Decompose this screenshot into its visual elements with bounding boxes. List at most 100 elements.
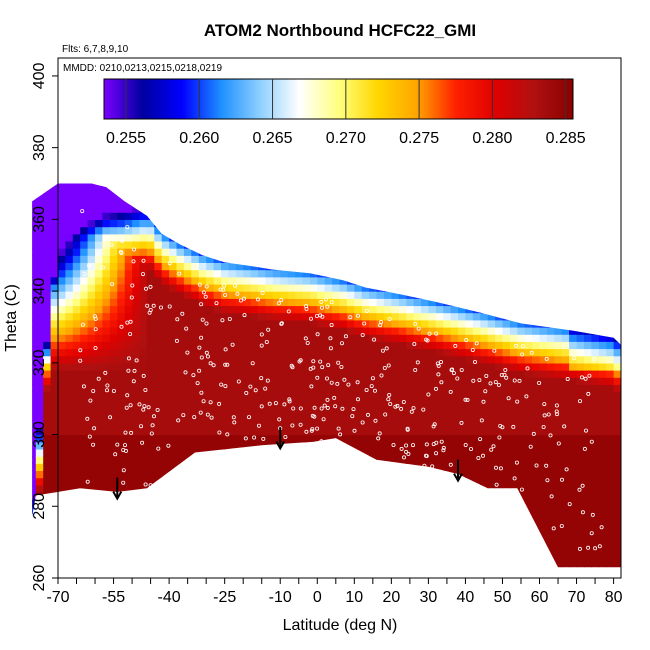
heat-cell [132,362,141,371]
heat-cell [65,205,74,213]
heat-cell [191,535,200,543]
heat-cell [272,434,281,443]
heat-cell [561,456,570,464]
observation-point [415,360,420,365]
heat-cell [406,327,415,335]
heat-cell [458,348,466,357]
heat-cell [450,549,459,558]
heat-cell [450,226,459,235]
heat-cell [235,391,244,400]
heat-cell [435,477,444,486]
heat-cell [354,255,363,263]
heat-cell [369,190,378,199]
heat-cell [421,506,429,515]
heat-cell [346,262,355,271]
heat-cell [132,312,141,321]
observation-point [199,390,204,395]
heat-cell [309,499,318,507]
heat-cell [265,571,273,579]
heat-cell [272,183,281,192]
observation-point [544,356,549,361]
heat-cell [502,276,511,285]
heat-cell [191,477,200,486]
heat-cell [443,484,452,493]
heat-cell [361,183,370,185]
heat-cell [406,298,415,307]
heat-cell [32,183,37,192]
heat-cell [354,226,363,235]
heat-cell [87,212,96,220]
heat-cell [554,305,563,314]
heat-cell [406,312,415,321]
heat-cell [102,484,111,493]
heat-cell [413,233,422,242]
heat-cell [517,513,526,522]
heat-cell [465,527,474,536]
heat-cell [72,240,81,249]
heat-cell [576,291,585,299]
heat-cell [87,491,96,500]
heat-cell [339,527,348,536]
heat-cell [443,377,452,385]
heat-cell [443,520,452,529]
heat-cell [169,262,178,271]
observation-point [387,392,392,397]
observation-point [369,384,374,389]
heat-cell [161,391,170,400]
heat-cell [109,248,118,256]
heat-cell [354,513,363,522]
heat-cell [287,197,296,206]
heat-cell [391,420,400,428]
heat-cell [35,233,44,242]
heat-cell [176,370,185,378]
heat-cell [295,491,304,500]
heat-cell [302,420,311,428]
heat-cell [554,319,563,328]
heat-cell [398,413,407,421]
heat-cell [124,420,133,428]
heat-cell [413,420,422,428]
heat-cell [576,362,585,371]
heat-cell [465,571,473,579]
heat-cell [502,391,511,400]
heat-cell [109,549,118,558]
heat-cell [295,556,304,565]
heat-cell [561,298,570,307]
x-tick-label: -70 [46,589,69,606]
heat-cell [324,212,333,220]
heat-cell [443,269,452,278]
heat-cell [339,205,348,213]
heat-cell [391,283,400,292]
heat-cell [569,276,578,285]
heat-cell [361,463,370,471]
heat-cell [258,527,266,536]
heat-cell [146,205,155,213]
heat-cell [576,563,585,568]
heat-cell [428,470,437,479]
heat-cell [406,491,415,500]
heat-cell [228,499,237,507]
heat-cell [495,240,504,249]
heat-cell [43,549,52,558]
heat-cell [413,291,422,299]
heat-cell [198,535,207,543]
observation-point [548,433,553,438]
heat-cell [35,262,44,271]
heat-cell [546,269,555,278]
heat-cell [509,348,518,357]
heat-cell [576,520,585,529]
heat-cell [72,327,81,335]
heat-cell [243,269,252,278]
heat-cell [472,384,481,393]
heat-cell [502,212,511,220]
heat-cell [302,341,311,350]
heat-cell [235,527,244,536]
heat-cell [124,341,133,350]
heat-cell [339,556,348,565]
heat-cell [354,370,363,378]
heat-cell [398,212,407,220]
heat-cell [309,420,318,428]
heat-cell [598,542,607,550]
heat-cell [413,391,422,400]
heat-cell [517,470,526,479]
